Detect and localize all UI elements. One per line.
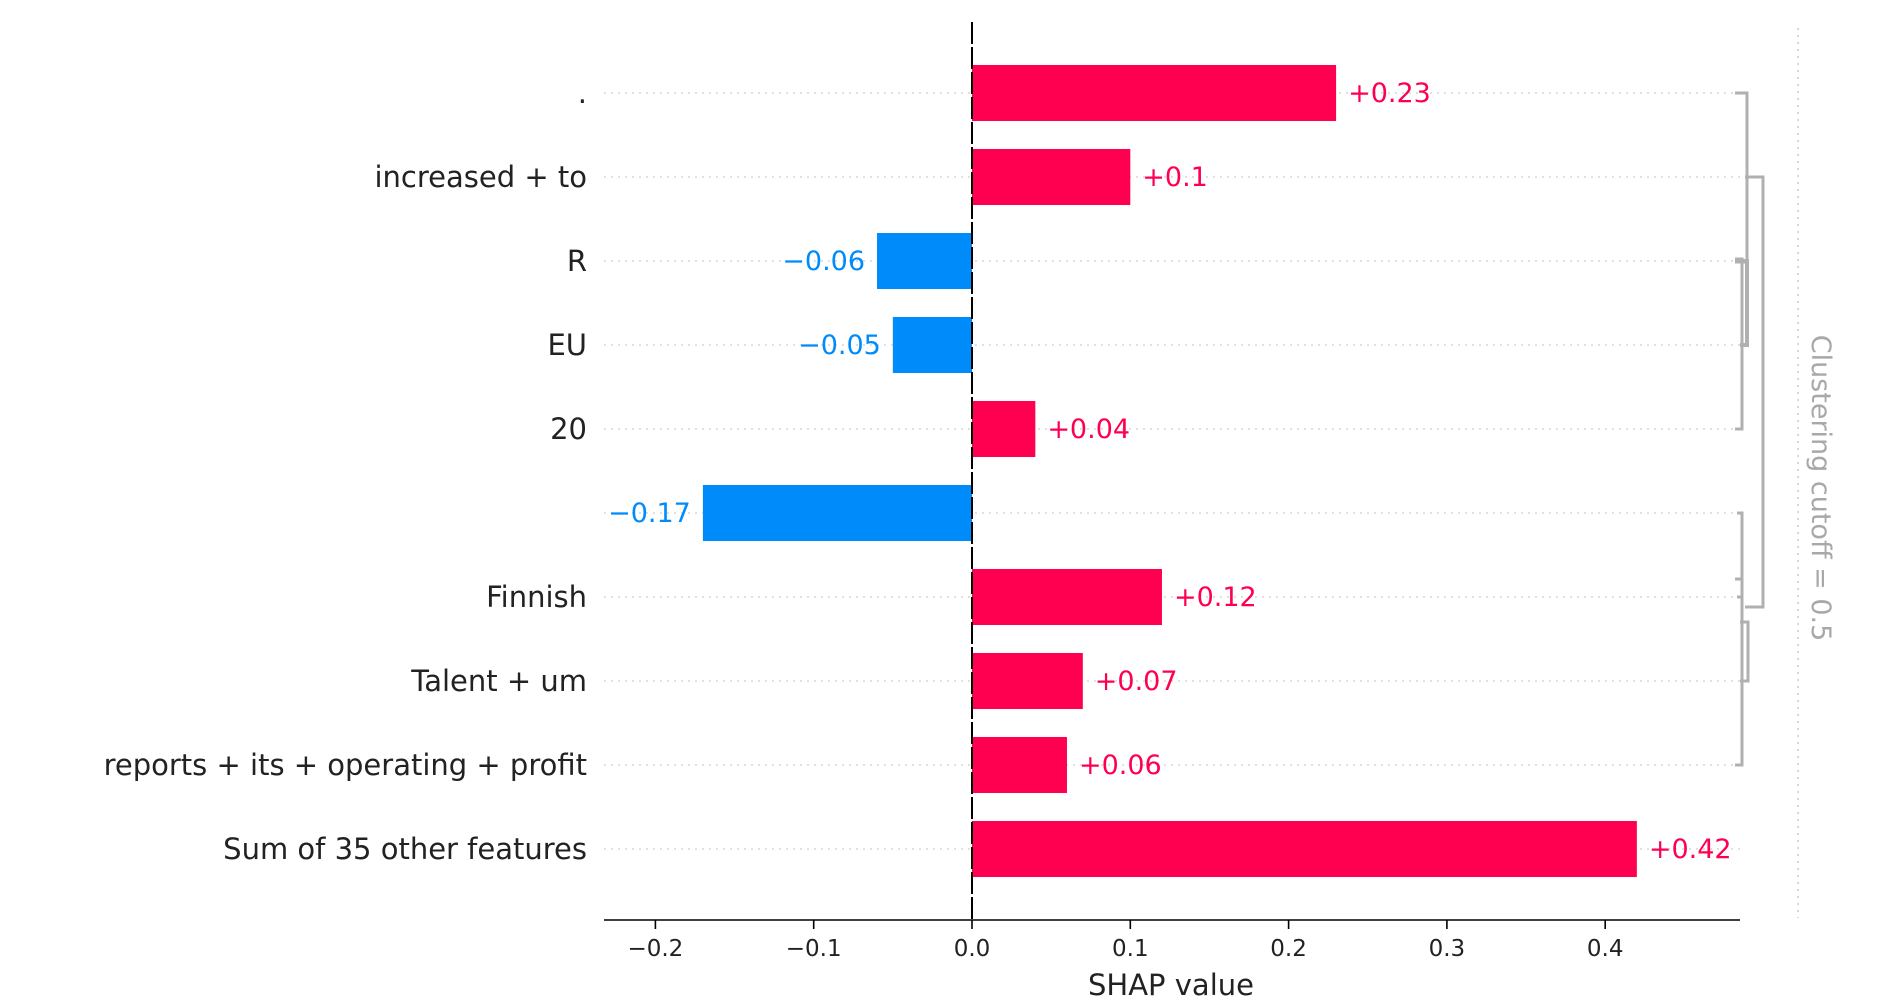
- feature-label: Sum of 35 other features: [223, 832, 587, 866]
- x-tick-label: 0.4: [1587, 936, 1624, 962]
- bar: [972, 65, 1337, 121]
- dendrogram-bracket: [1735, 257, 1744, 431]
- bars: +0.23. +0.1 increased + to −0.06 R −0.05 EU +0.…: [104, 22, 1732, 920]
- x-tick-label: 0.0: [954, 936, 991, 962]
- x-axis: −0.2 −0.1 0.0 0.1 0.2 0.3 0.4: [604, 919, 1740, 962]
- feature-label: increased + to: [375, 160, 588, 194]
- bar-value-label: −0.06: [782, 246, 865, 277]
- bar: [972, 653, 1083, 709]
- bar-value-label: +0.04: [1047, 414, 1130, 445]
- x-tick-label: 0.1: [1112, 936, 1149, 962]
- dendrogram-bracket: [1740, 620, 1750, 683]
- x-tick-label: 0.3: [1429, 936, 1466, 962]
- x-tick-label: −0.2: [627, 936, 683, 962]
- bar-value-label: +0.06: [1079, 750, 1162, 781]
- feature-label: Finnish: [486, 580, 587, 614]
- bar: [972, 401, 1036, 457]
- clustering-dendrogram: [1735, 91, 1765, 767]
- feature-label: EU: [547, 328, 587, 362]
- bar-value-label: +0.1: [1142, 162, 1208, 193]
- bar: [972, 821, 1637, 877]
- feature-label: .: [578, 76, 587, 110]
- feature-label: reports + its + operating + profit: [104, 748, 587, 782]
- feature-label: 20: [550, 412, 587, 446]
- bar: [877, 233, 972, 289]
- bar: [972, 149, 1131, 205]
- bar-value-label: −0.05: [798, 330, 881, 361]
- x-axis-title: SHAP value: [1088, 968, 1254, 1002]
- dendrogram-bracket: [1745, 175, 1765, 609]
- bar: [972, 569, 1162, 625]
- clustering-cutoff-label: Clustering cutoff = 0.5: [1805, 335, 1836, 642]
- bar: [892, 317, 972, 373]
- feature-label: Talent + um: [410, 664, 587, 698]
- bar-value-label: +0.42: [1649, 834, 1732, 865]
- dendrogram-bracket: [1735, 577, 1744, 767]
- x-tick-label: −0.1: [786, 936, 842, 962]
- bar: [702, 485, 972, 541]
- bar-value-label: +0.23: [1348, 78, 1431, 109]
- dendrogram-bracket: [1737, 511, 1744, 599]
- x-tick-label: 0.2: [1270, 936, 1307, 962]
- row-gridlines: [604, 92, 1740, 850]
- feature-label: R: [567, 244, 587, 278]
- bar-value-label: +0.07: [1095, 666, 1178, 697]
- bar-value-label: +0.12: [1174, 582, 1257, 613]
- bar: [972, 737, 1067, 793]
- bar-value-label: −0.17: [608, 498, 691, 529]
